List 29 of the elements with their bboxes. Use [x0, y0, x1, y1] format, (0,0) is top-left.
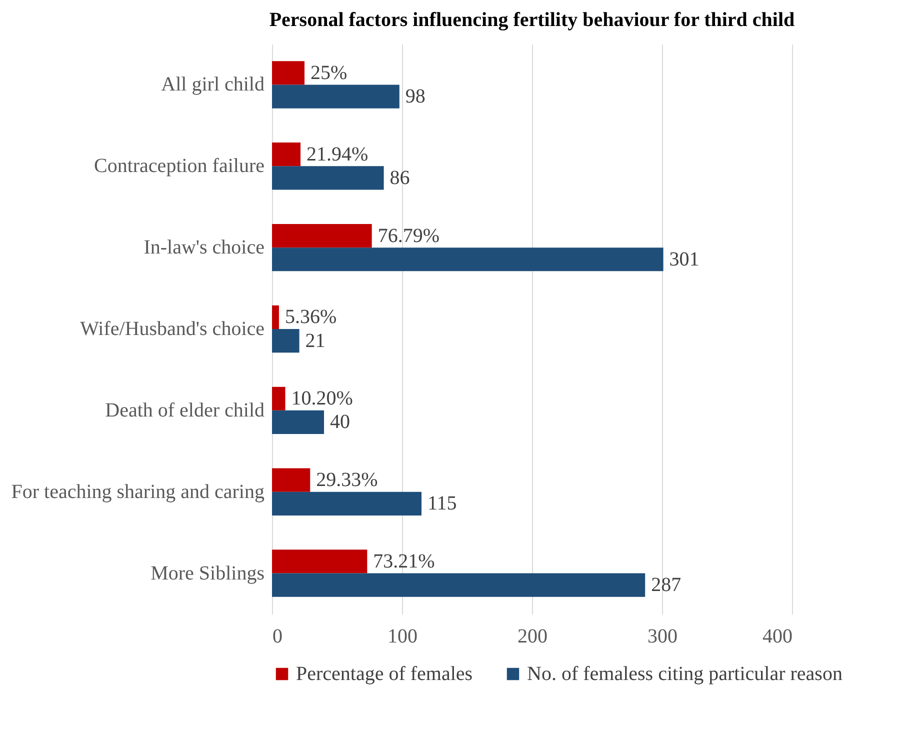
- data-label: 115: [428, 492, 457, 515]
- legend-label: No. of femaless citing particular reason: [527, 663, 842, 685]
- y-tick-label: More Siblings: [150, 562, 265, 584]
- data-label: 5.36%: [284, 306, 337, 328]
- data-label: 21.94%: [306, 143, 368, 166]
- y-tick-label: Contraception failure: [94, 155, 265, 178]
- y-tick-label: In-law's choice: [144, 236, 265, 259]
- y-tick-label: Wife/Husband's choice: [80, 318, 265, 340]
- y-tick-label: All girl child: [161, 74, 264, 96]
- data-label: 86: [390, 166, 410, 189]
- data-label: 21: [305, 330, 326, 352]
- x-tick-label: 300: [648, 626, 678, 648]
- data-label: 76.79%: [378, 224, 440, 247]
- data-label: 287: [651, 574, 682, 596]
- data-label: 10.20%: [291, 388, 353, 410]
- x-tick-label: 100: [388, 626, 418, 648]
- data-label: 301: [669, 248, 700, 270]
- x-tick-label: 200: [518, 626, 548, 648]
- y-tick-label: Death of elder child: [105, 399, 264, 422]
- data-label: 73.21%: [373, 550, 435, 572]
- legend-label: Percentage of females: [296, 663, 473, 685]
- data-label: 29.33%: [316, 469, 378, 492]
- x-tick-label: 400: [762, 626, 792, 648]
- data-label: 98: [405, 86, 426, 108]
- data-label: 40: [330, 411, 350, 434]
- x-tick-label: 0: [272, 626, 282, 648]
- y-tick-label: For teaching sharing and caring: [11, 480, 264, 503]
- chart-title: Personal factors influencing fertility behaviour for third child: [269, 9, 795, 31]
- data-label: 25%: [310, 62, 348, 84]
